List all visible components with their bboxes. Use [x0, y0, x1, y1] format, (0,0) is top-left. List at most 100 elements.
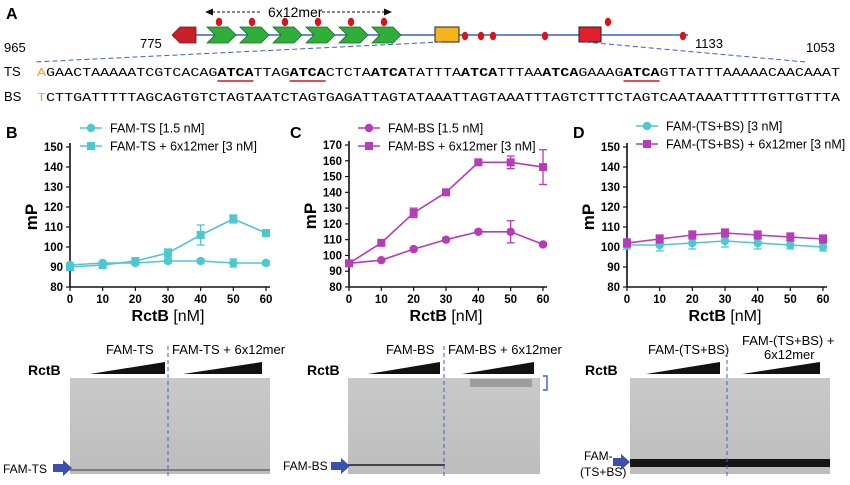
red-dot-icon: [314, 17, 322, 27]
legend-label: FAM-BS [1.5 nM]: [388, 122, 483, 136]
iteron-motif: ATCA: [217, 67, 253, 80]
legend-marker: [364, 123, 374, 133]
y-tick-label: 100: [323, 250, 342, 262]
x-tick-label: 60: [817, 294, 830, 306]
y-tick-label: 100: [601, 242, 620, 254]
data-point: [229, 258, 238, 268]
concentration-wedge-icon: [742, 362, 820, 374]
concentration-wedge-icon: [368, 362, 440, 374]
x-tick-label: 10: [653, 294, 666, 306]
x-tick-label: 60: [260, 294, 273, 306]
x-axis-title: RctB [nM]: [410, 308, 483, 325]
y-tick-label: 120: [601, 202, 620, 214]
red-dot-icon: [281, 17, 289, 27]
gel-panel-b: FAM-TS FAM-TS + 6x12mer RctB FAM-TS: [3, 342, 286, 478]
x-axis-title: RctB [nM]: [689, 308, 762, 325]
zoom-line-right: [584, 41, 807, 63]
legend-marker: [86, 123, 96, 133]
gel-c-shifted-complex: [470, 379, 532, 387]
gel-c-rctb-label: RctB: [307, 362, 340, 378]
chart-panel-b: FAM-TS [1.5 nM] FAM-TS + 6x12mer [3 nM] 80…: [22, 122, 272, 326]
data-point: [131, 257, 140, 265]
x-axis-title-unit: [nM]: [451, 308, 482, 325]
gel-d-band-label-2: (TS+BS): [580, 465, 626, 479]
data-point: [345, 259, 353, 268]
y-tick-label: 160: [323, 156, 342, 168]
arrowhead-right-icon: [384, 8, 392, 16]
data-point: [786, 240, 795, 250]
y-tick-label: 80: [607, 282, 620, 294]
legend-marker: [365, 142, 373, 150]
concentration-wedge-icon: [183, 362, 262, 374]
data-point: [196, 256, 205, 266]
red-dot-icon: [489, 31, 497, 41]
y-axis-title: mP: [301, 203, 320, 229]
zoom-line-left: [33, 41, 442, 63]
data-point: [262, 229, 270, 237]
data-point: [377, 255, 386, 265]
ts-first-base: A: [37, 67, 46, 80]
x-axis-title-bold: RctB: [410, 308, 452, 325]
x-tick-label: 40: [472, 294, 485, 306]
data-point: [377, 238, 386, 247]
binding-sites: [215, 17, 687, 41]
gel-b-rctb-label: RctB: [28, 362, 61, 378]
red-dot-icon: [215, 17, 223, 27]
x-tick-label: 30: [440, 294, 453, 306]
data-point: [409, 244, 418, 254]
gel-b-band-label: FAM-TS: [3, 462, 47, 476]
y-tick-label: 140: [601, 162, 620, 174]
iteron-motif: ATCA: [542, 67, 578, 80]
data-point: [163, 256, 173, 266]
x-tick-label: 0: [346, 294, 352, 306]
bs-strand-label: BS: [4, 89, 22, 104]
data-point: [786, 233, 795, 241]
x-tick-label: 20: [129, 294, 142, 306]
ts-strand-label: TS: [4, 64, 21, 79]
x-tick-label: 50: [504, 294, 517, 306]
data-point: [753, 231, 762, 239]
gel-panel-c: FAM-BS FAM-BS + 6x12mer RctB FAM-BS: [283, 342, 562, 478]
seq-end-label: 1053: [806, 40, 835, 55]
legend-marker: [642, 121, 652, 131]
panel-letter-b: B: [6, 125, 18, 142]
x-tick-label: 30: [162, 294, 175, 306]
x-tick-label: 20: [407, 294, 420, 306]
panel-letter-a: A: [6, 6, 18, 23]
red-dot-icon: [347, 17, 355, 27]
data-point: [474, 227, 483, 236]
data-point: [538, 240, 548, 249]
concentration-wedge-icon: [646, 362, 720, 374]
series-line: [348, 161, 544, 265]
y-tick-label: 120: [44, 202, 63, 214]
green-arrow-icon: [371, 26, 402, 44]
y-tick-label: 150: [323, 172, 342, 184]
y-tick-label: 170: [323, 140, 342, 152]
green-arrow-icon: [305, 26, 336, 44]
ts-sequence: A GAACTAAAAATCGTCACAG ATCA TTAG ATCA CTCTA ATC…: [37, 67, 840, 80]
red-arrow-icon: [171, 26, 197, 44]
x-tick-label: 20: [686, 294, 699, 306]
red-dot-icon: [248, 17, 256, 27]
x-axis-title-bold: RctB: [132, 308, 174, 325]
bs-first-base: T: [37, 92, 46, 105]
red-dot-icon: [679, 31, 687, 41]
data-point: [688, 231, 697, 239]
data-point: [623, 239, 631, 247]
data-point: [66, 263, 74, 271]
data-point: [688, 238, 697, 248]
x-tick-label: 30: [719, 294, 732, 306]
red-dot-icon: [604, 17, 612, 27]
iteron-motif: ATCA: [371, 67, 407, 80]
panel-letter-d: D: [573, 125, 585, 142]
complex-bracket-icon: [543, 375, 548, 391]
x-tick-label: 50: [227, 294, 240, 306]
repeat-arrows: [206, 26, 402, 44]
x-axis-title: RctB [nM]: [132, 308, 205, 325]
orange-box-icon: [434, 26, 460, 43]
chart-panel-d: FAM-(TS+BS) [3 nM] FAM-(TS+BS) + 6x12mer …: [579, 120, 845, 326]
x-tick-label: 40: [194, 294, 207, 306]
ts-seq-segment: GAAAG: [578, 67, 623, 80]
data-point: [196, 231, 205, 239]
